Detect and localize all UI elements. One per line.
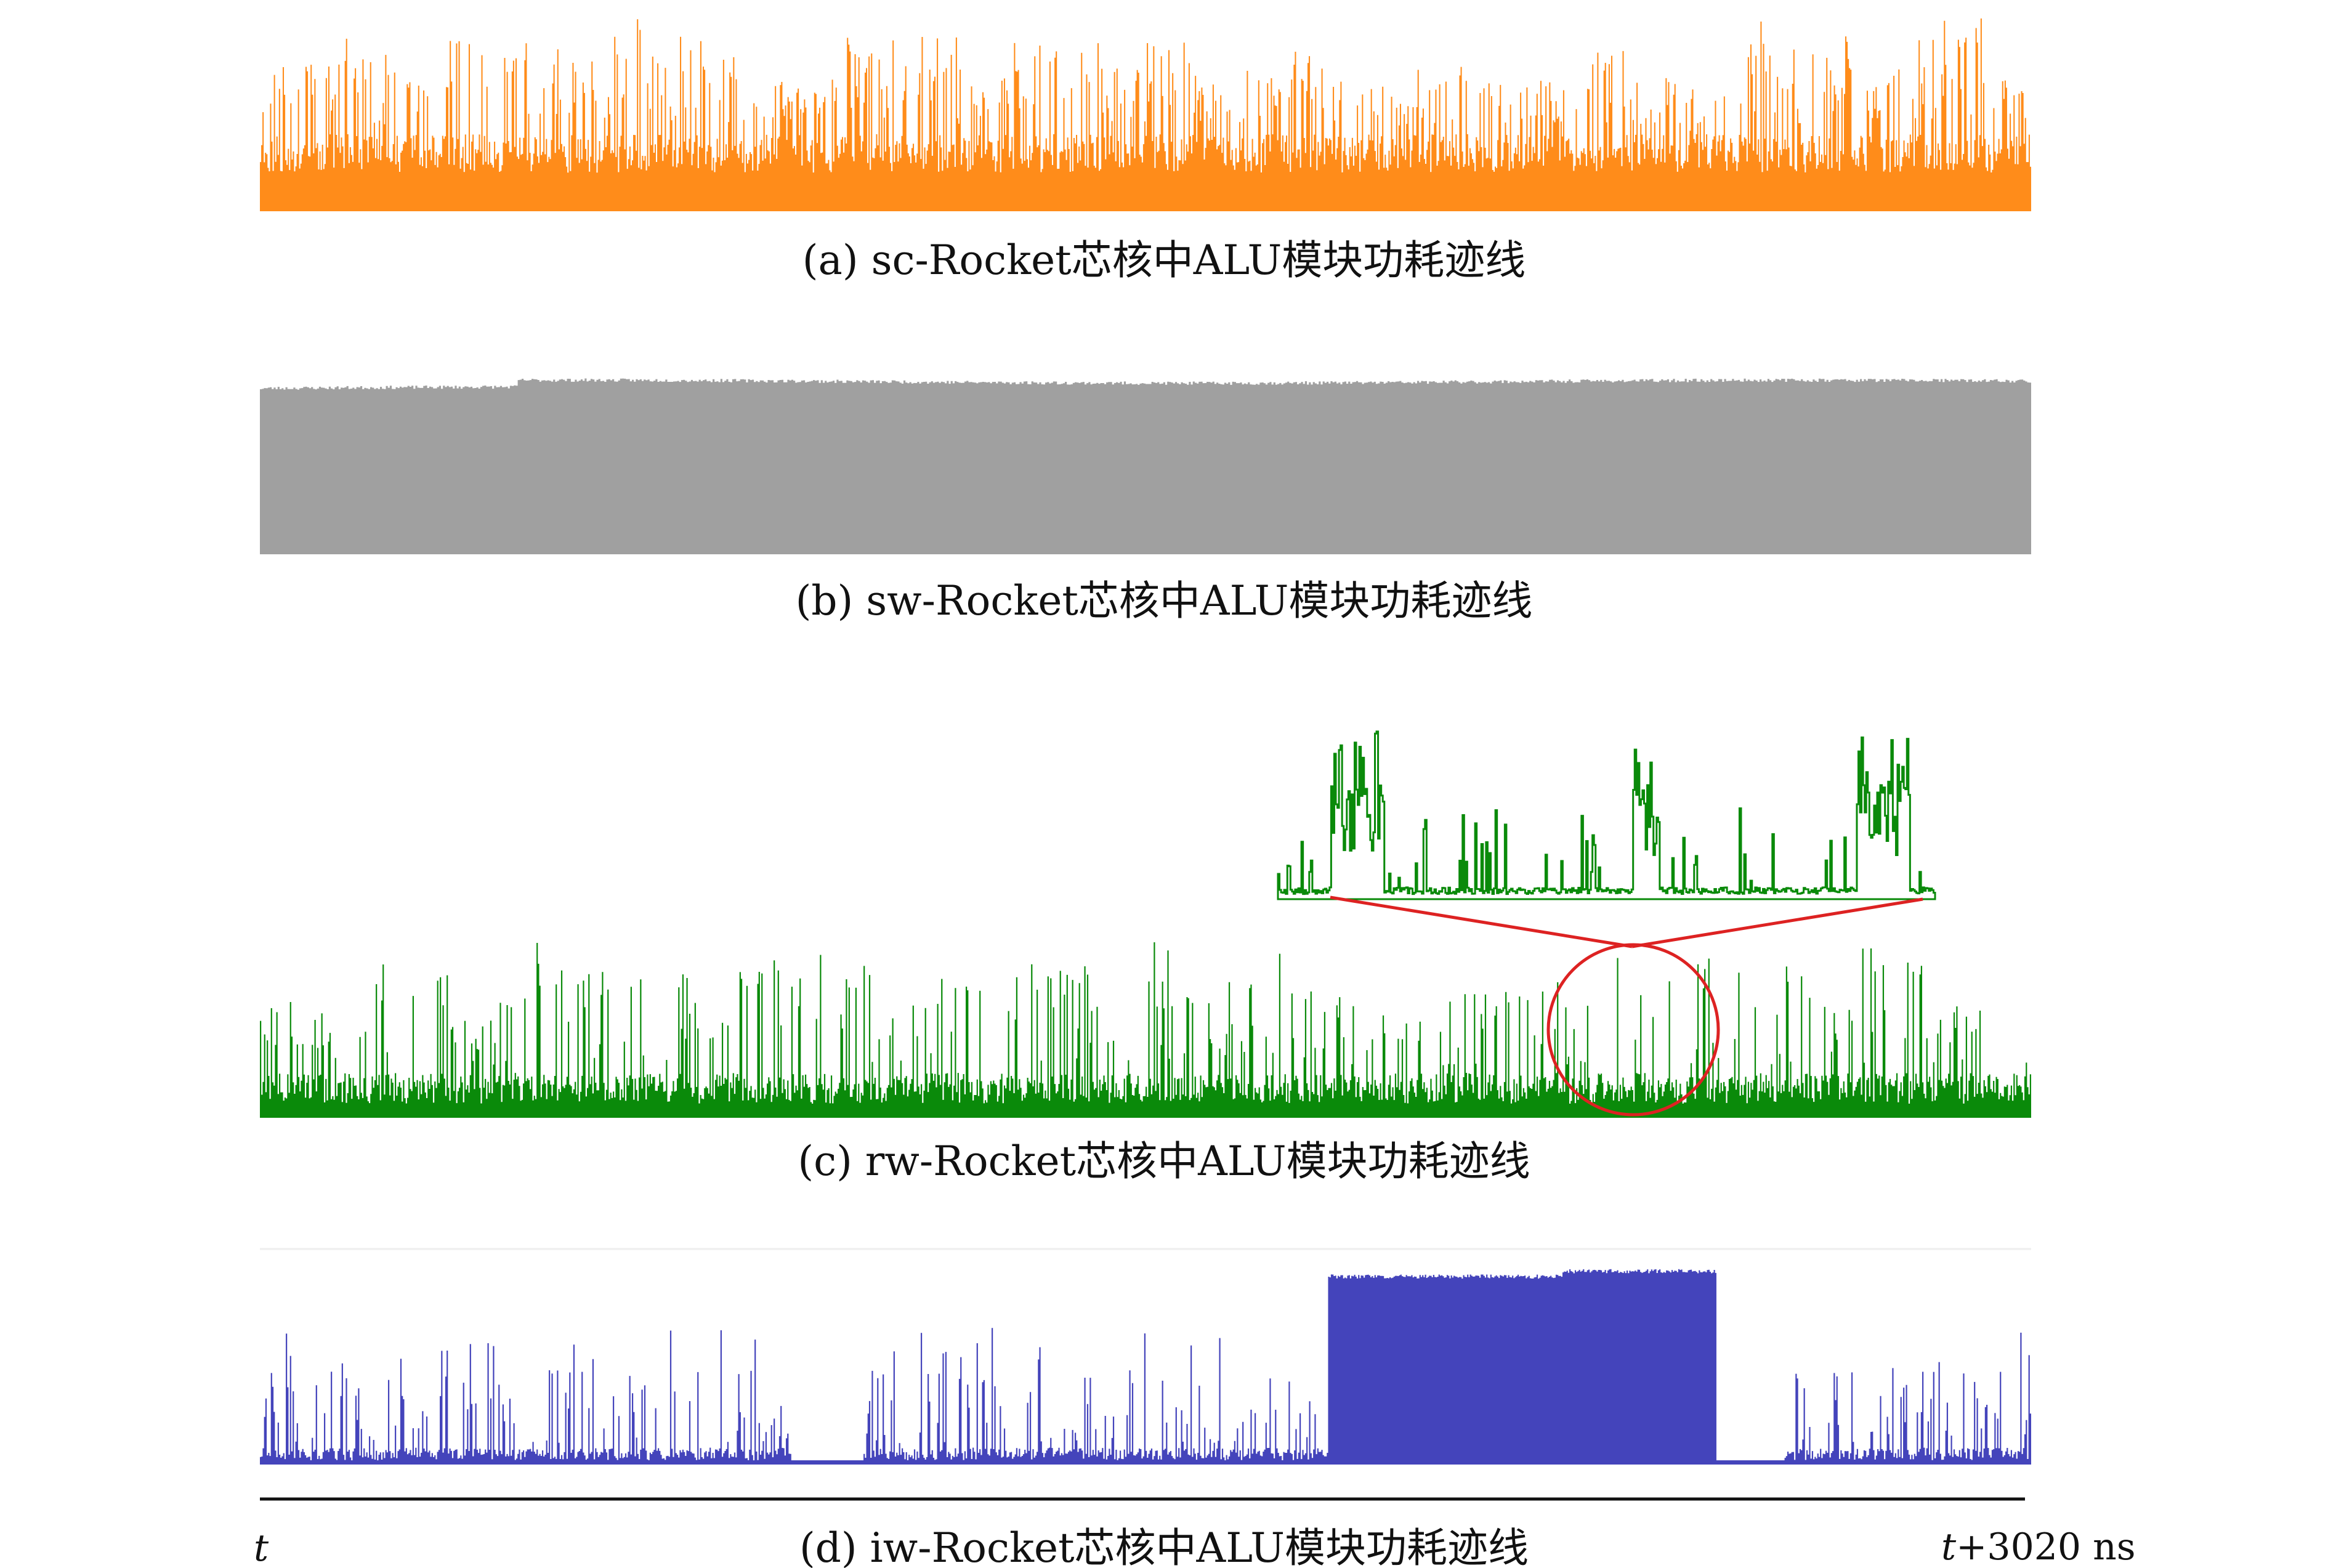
trace-d-area [260, 1269, 2031, 1465]
panel-d [260, 1248, 2031, 1465]
panel-b: (b) sw-Rocket芯核中ALU模块功耗迹线 [260, 378, 2031, 624]
trace-a-area [260, 18, 2031, 211]
time-axis: t t+3020 ns [254, 1497, 2136, 1568]
time-axis-end-label: t+3020 ns [1941, 1526, 2136, 1568]
caption-b: (b) sw-Rocket芯核中ALU模块功耗迹线 [796, 577, 1533, 624]
caption-d-visible: (d) iw-Rocket芯核中ALU模块功耗迹线 [799, 1524, 1529, 1568]
time-axis-end-label-offset: +3020 ns [1956, 1526, 2135, 1568]
caption-a: (a) sc-Rocket芯核中ALU模块功耗迹线 [802, 236, 1526, 284]
zoom-connector-right [1631, 897, 1923, 948]
time-axis-end-label-t: t [1941, 1526, 1957, 1568]
trace-c-area [260, 942, 2031, 1118]
trace-b-area [260, 378, 2031, 554]
panel-a: (a) sc-Rocket芯核中ALU模块功耗迹线 [260, 18, 2031, 284]
time-axis-start-label: t [254, 1527, 269, 1568]
trace-c-zoom-inset [1277, 730, 1936, 900]
caption-c: (c) rw-Rocket芯核中ALU模块功耗迹线 [798, 1138, 1530, 1185]
zoom-circle [1546, 943, 1720, 1117]
zoom-connector-left [1330, 895, 1633, 948]
panel-c: (c) rw-Rocket芯核中ALU模块功耗迹线 [260, 730, 2031, 1185]
